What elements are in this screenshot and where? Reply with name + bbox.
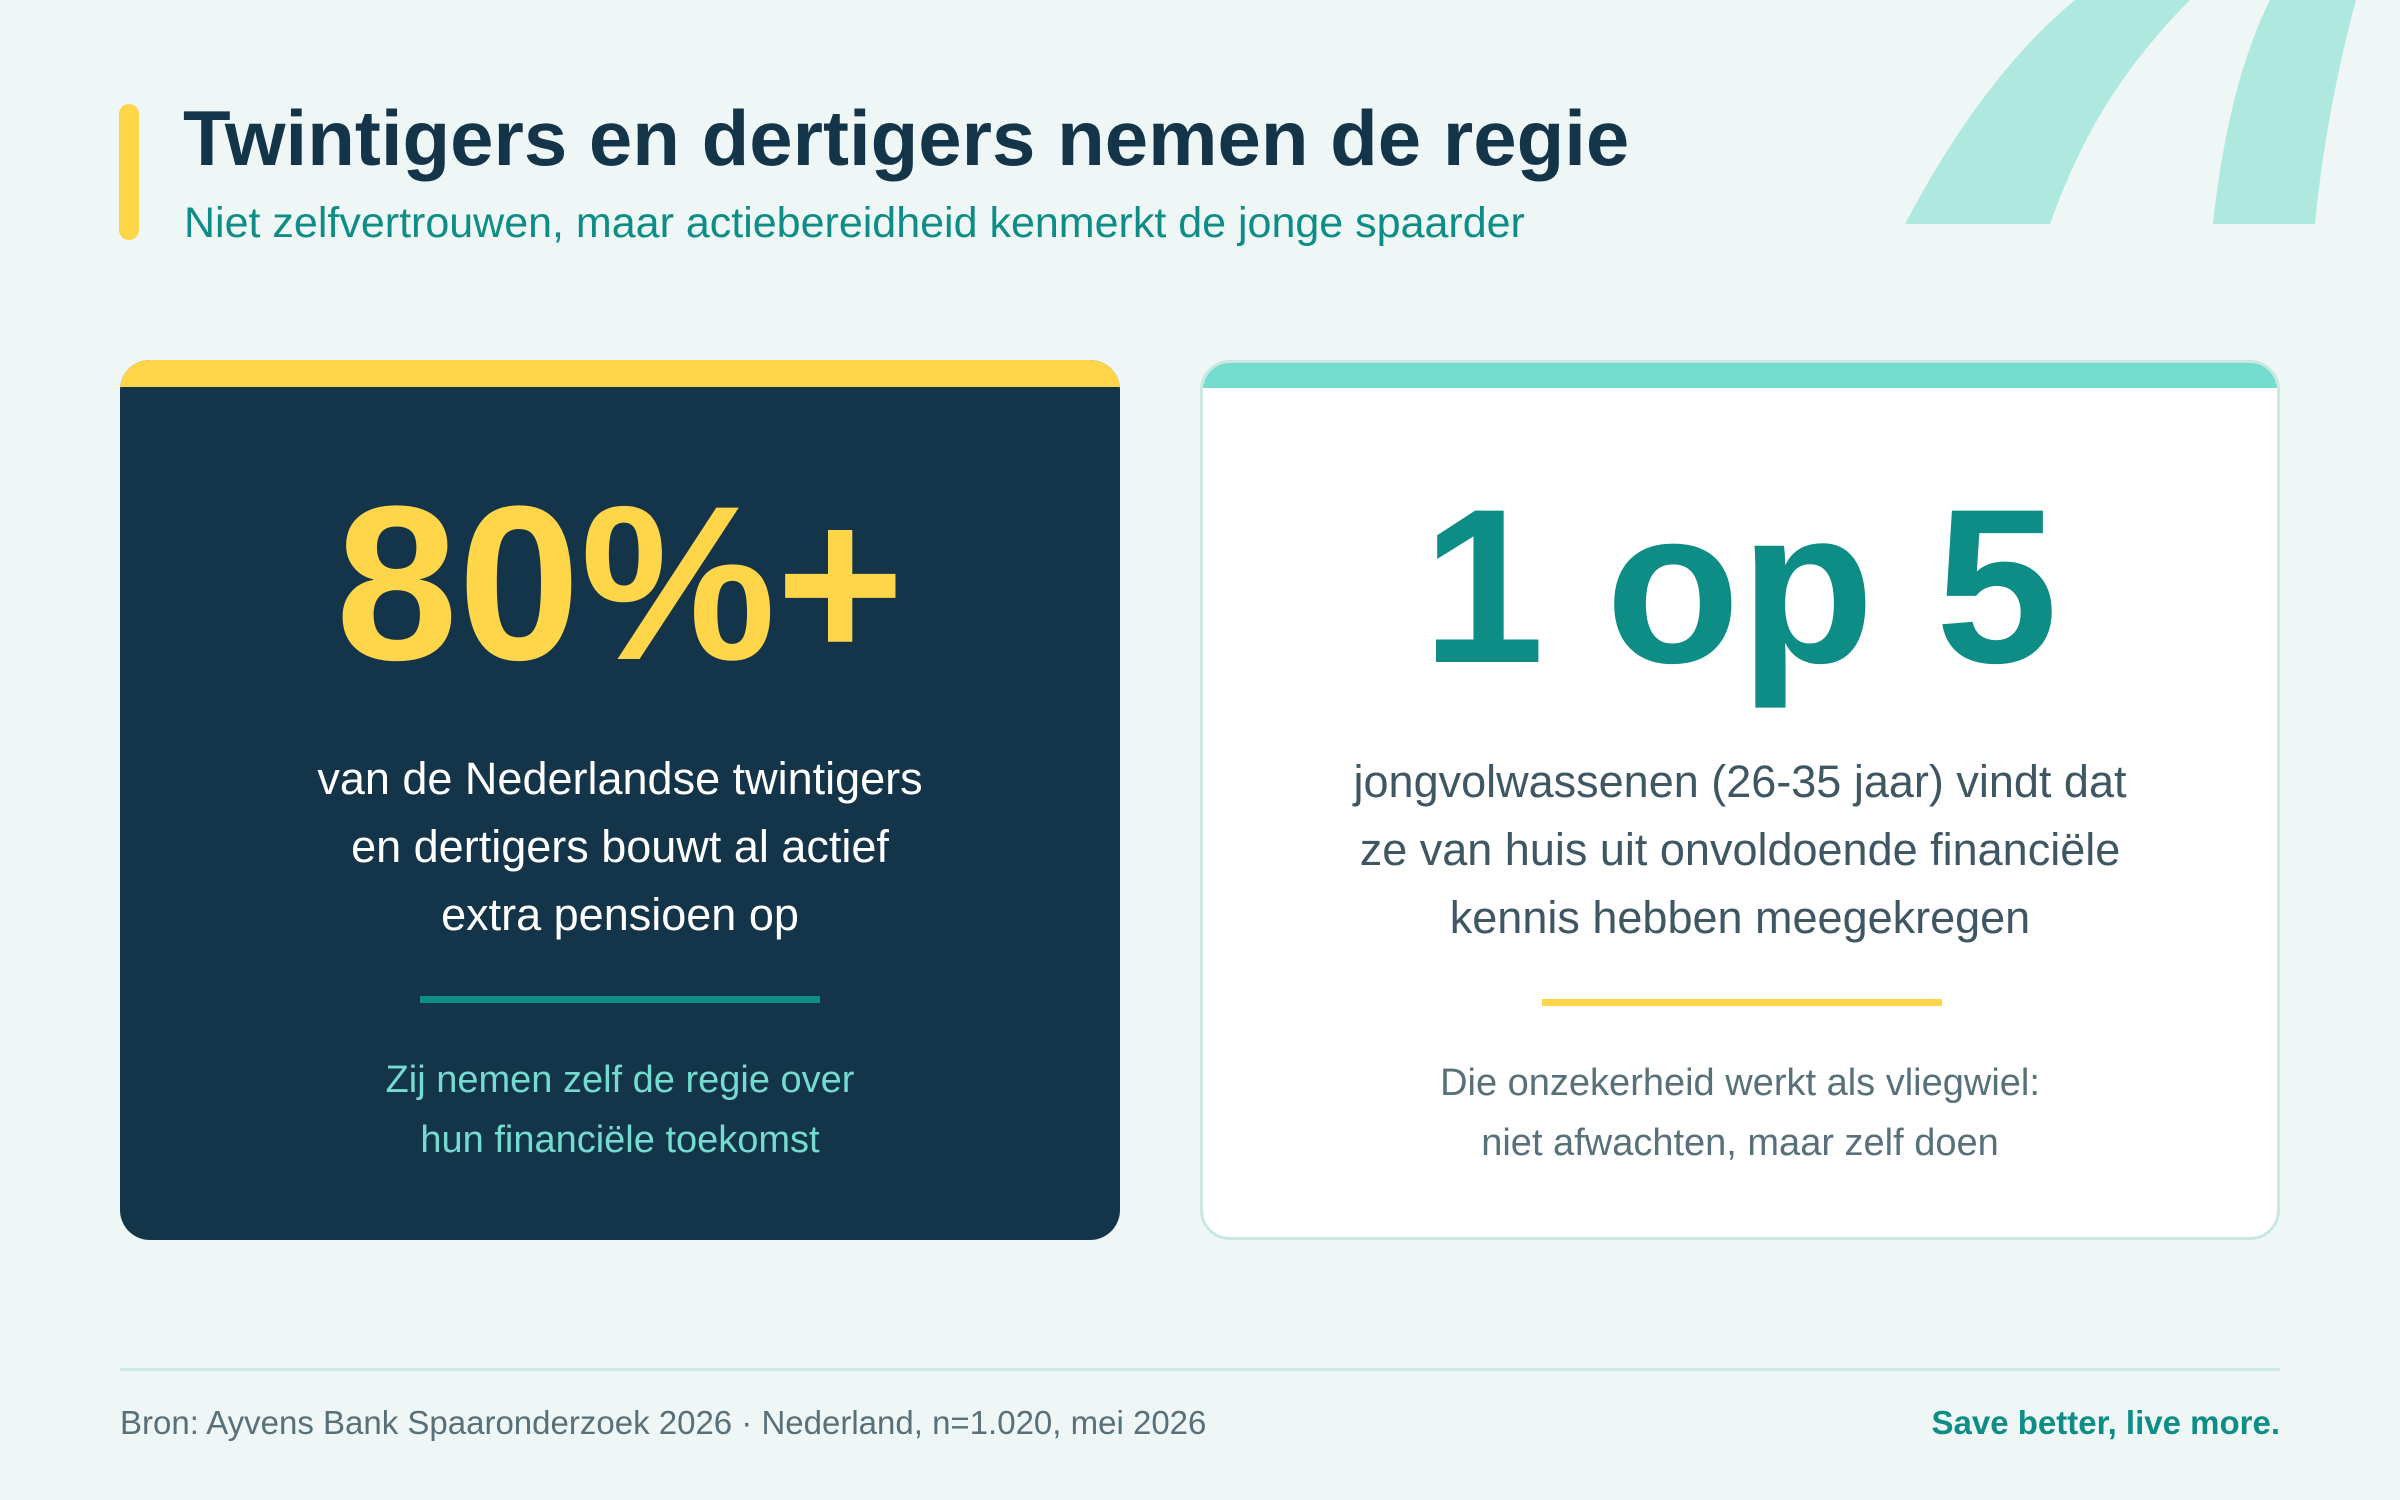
stat-note-line: Zij nemen zelf de regie over	[385, 1059, 855, 1101]
quote-mark-decoration	[1800, 0, 2400, 230]
card-divider	[420, 996, 820, 1003]
stat-description-line: jongvolwassenen (26-35 jaar) vindt dat	[1353, 756, 2127, 807]
stat-description-line: extra pensioen op	[441, 889, 799, 940]
page-subtitle: Niet zelfvertrouwen, maar actiebereidhei…	[184, 199, 1525, 247]
brand-tagline: Save better, live more.	[1931, 1404, 2280, 1441]
stat-note-line: hun financiële toekomst	[420, 1119, 820, 1161]
stat-note: Die onzekerheid werkt als vliegwiel: nie…	[1203, 1053, 2277, 1173]
card-accent-bar	[1203, 363, 2277, 388]
stat-note: Zij nemen zelf de regie over hun financi…	[120, 1050, 1120, 1170]
stat-description-line: en dertigers bouwt al actief	[351, 821, 889, 872]
page-title: Twintigers en dertigers nemen de regie	[183, 94, 1630, 182]
stat-description: van de Nederlandse twintigers en dertige…	[120, 745, 1120, 949]
stat-description-line: van de Nederlandse twintigers	[317, 753, 923, 804]
stat-description-line: kennis hebben meegekregen	[1449, 892, 2031, 943]
card-accent-bar	[120, 360, 1120, 387]
source-note: Bron: Ayvens Bank Spaaronderzoek 2026 · …	[120, 1404, 1207, 1441]
stat-note-line: Die onzekerheid werkt als vliegwiel:	[1440, 1062, 2040, 1104]
footer-divider	[120, 1368, 2280, 1371]
stat-description: jongvolwassenen (26-35 jaar) vindt dat z…	[1203, 748, 2277, 952]
stat-note-line: niet afwachten, maar zelf doen	[1481, 1122, 1999, 1164]
stat-value: 1 op 5	[1422, 463, 2058, 709]
stat-value: 80%+	[335, 460, 905, 706]
stat-card-pension: 80%+ van de Nederlandse twintigers en de…	[120, 360, 1120, 1240]
title-accent-bar	[119, 104, 139, 240]
card-divider	[1542, 999, 1942, 1006]
stat-description-line: ze van huis uit onvoldoende financiële	[1359, 824, 2121, 875]
stat-card-knowledge: 1 op 5 jongvolwassenen (26-35 jaar) vind…	[1200, 360, 2280, 1240]
